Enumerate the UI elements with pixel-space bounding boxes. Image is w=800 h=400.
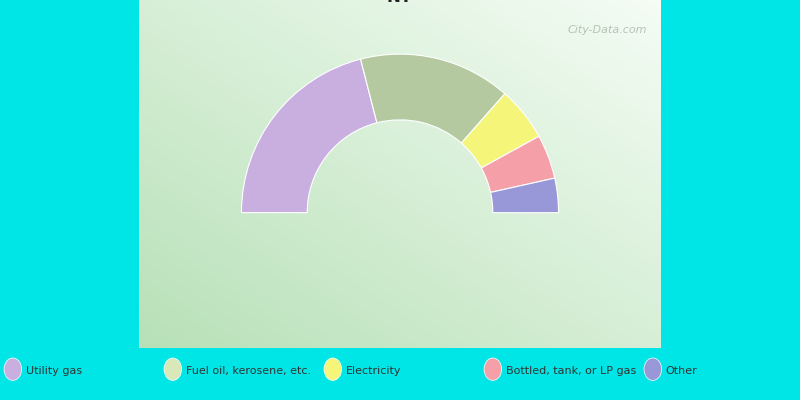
Ellipse shape [644,358,662,380]
Text: Utility gas: Utility gas [26,366,82,376]
Text: Fuel oil, kerosene, etc.: Fuel oil, kerosene, etc. [186,366,310,376]
Text: Most commonly used house heating fuel in houses and condos in Richfield Springs,: Most commonly used house heating fuel in… [10,0,790,6]
Text: Electricity: Electricity [346,366,401,376]
Wedge shape [242,59,377,213]
Wedge shape [490,178,558,213]
Wedge shape [482,136,554,192]
Text: Bottled, tank, or LP gas: Bottled, tank, or LP gas [506,366,636,376]
Ellipse shape [164,358,182,380]
Ellipse shape [324,358,342,380]
Wedge shape [361,54,505,143]
Text: Other: Other [666,366,698,376]
Ellipse shape [4,358,22,380]
Text: City-Data.com: City-Data.com [568,25,647,35]
Ellipse shape [484,358,502,380]
Wedge shape [462,94,539,168]
